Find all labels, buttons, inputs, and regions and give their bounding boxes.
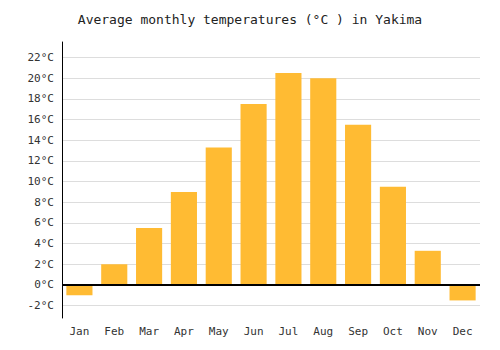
svg-text:Nov: Nov <box>418 325 438 338</box>
svg-text:4°C: 4°C <box>34 237 54 250</box>
svg-text:14°C: 14°C <box>28 134 55 147</box>
svg-text:12°C: 12°C <box>28 154 55 167</box>
svg-text:Jun: Jun <box>244 325 264 338</box>
svg-text:Jan: Jan <box>69 325 89 338</box>
svg-text:Sep: Sep <box>348 325 368 338</box>
svg-text:Feb: Feb <box>104 325 124 338</box>
svg-text:Mar: Mar <box>139 325 159 338</box>
svg-text:22°C: 22°C <box>28 51 55 64</box>
svg-text:May: May <box>209 325 229 338</box>
svg-text:Oct: Oct <box>383 325 403 338</box>
svg-text:18°C: 18°C <box>28 92 55 105</box>
svg-text:Aug: Aug <box>313 325 333 338</box>
svg-text:Dec: Dec <box>453 325 473 338</box>
svg-text:8°C: 8°C <box>34 196 54 209</box>
svg-text:10°C: 10°C <box>28 175 55 188</box>
svg-text:0°C: 0°C <box>34 278 54 291</box>
svg-text:20°C: 20°C <box>28 72 55 85</box>
svg-text:16°C: 16°C <box>28 113 55 126</box>
svg-text:2°C: 2°C <box>34 258 54 271</box>
svg-text:Apr: Apr <box>174 325 194 338</box>
svg-text:6°C: 6°C <box>34 216 54 229</box>
svg-text:-2°C: -2°C <box>28 299 55 312</box>
svg-text:Jul: Jul <box>278 325 298 338</box>
svg-text:Average monthly temperatures (: Average monthly temperatures (°C ) in Ya… <box>78 12 422 27</box>
